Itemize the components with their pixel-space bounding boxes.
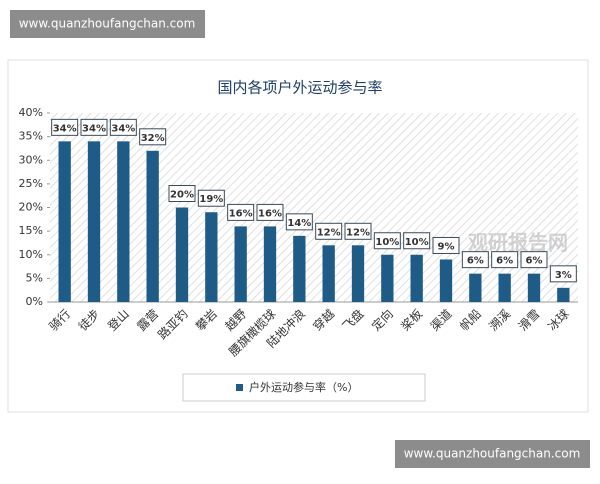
- y-tick-label: 30%: [19, 153, 43, 166]
- data-label-box: [256, 203, 284, 221]
- data-label: 14%: [287, 218, 311, 229]
- data-label: 16%: [258, 208, 282, 219]
- data-label: 34%: [82, 123, 106, 134]
- watermark: www.quanzhoufangchan.com: [404, 447, 581, 461]
- watermark-box: [10, 10, 205, 38]
- y-tick-label: 10%: [19, 248, 43, 261]
- data-label: 10%: [375, 237, 399, 248]
- y-tick-label: 25%: [19, 177, 43, 190]
- legend-box: [182, 373, 426, 402]
- chart-title: 国内各项户外运动参与率: [217, 79, 382, 97]
- data-label-box: [80, 118, 108, 136]
- bar: [527, 273, 541, 302]
- data-label-box: [109, 118, 137, 136]
- data-label: 6%: [526, 256, 543, 267]
- data-label: 9%: [438, 241, 455, 252]
- data-label: 12%: [317, 227, 341, 238]
- data-label-box: [432, 236, 460, 254]
- bar: [263, 226, 277, 302]
- watermark-box: [395, 440, 590, 468]
- data-label-box: [168, 185, 196, 202]
- bar: [498, 273, 511, 302]
- bar: [175, 207, 189, 302]
- bar: [87, 141, 101, 302]
- data-label-box: [51, 118, 79, 136]
- data-label-box: [491, 251, 519, 269]
- bar: [205, 212, 218, 302]
- bar: [351, 245, 365, 302]
- data-label: 32%: [141, 133, 165, 144]
- data-label-box: [520, 251, 548, 269]
- plot-area: [50, 113, 578, 302]
- data-label: 20%: [170, 190, 194, 201]
- y-tick-label: 0%: [26, 295, 43, 308]
- data-label: 19%: [199, 194, 223, 205]
- bar: [322, 245, 335, 302]
- legend-swatch: [236, 384, 243, 391]
- data-label-box: [403, 232, 431, 250]
- data-label: 34%: [111, 123, 135, 134]
- data-label-box: [139, 128, 167, 146]
- data-label: 3%: [555, 270, 572, 281]
- y-tick-label: 15%: [19, 224, 43, 237]
- data-label-box: [344, 222, 372, 240]
- watermark: www.quanzhoufangchan.com: [19, 17, 196, 31]
- bar: [381, 254, 394, 302]
- data-label: 6%: [496, 256, 513, 267]
- bar: [557, 287, 570, 302]
- bar: [469, 273, 482, 302]
- bar: [410, 254, 423, 302]
- data-label: 16%: [229, 208, 253, 219]
- data-label-box: [461, 251, 489, 269]
- bar: [117, 141, 130, 302]
- bar: [293, 235, 306, 302]
- data-label: 6%: [467, 256, 484, 267]
- data-label: 12%: [346, 227, 370, 238]
- y-tick-label: 5%: [26, 271, 43, 284]
- data-label: 10%: [405, 237, 429, 248]
- legend-label: 户外运动参与率（%）: [249, 380, 358, 394]
- data-label-box: [549, 265, 577, 283]
- data-label-box: [315, 222, 343, 240]
- y-tick-label: 20%: [19, 201, 43, 214]
- data-label-box: [285, 213, 313, 231]
- data-label: 34%: [53, 123, 77, 134]
- data-label-box: [227, 203, 255, 221]
- bar: [146, 150, 159, 302]
- bar: [234, 226, 247, 302]
- bar: [439, 259, 453, 302]
- bar: [58, 141, 71, 302]
- y-tick-label: 35%: [19, 130, 43, 143]
- data-label-box: [197, 189, 225, 207]
- y-tick-label: 40%: [19, 106, 43, 119]
- watermark: 观研报告网: [468, 231, 568, 255]
- data-label-box: [373, 232, 401, 250]
